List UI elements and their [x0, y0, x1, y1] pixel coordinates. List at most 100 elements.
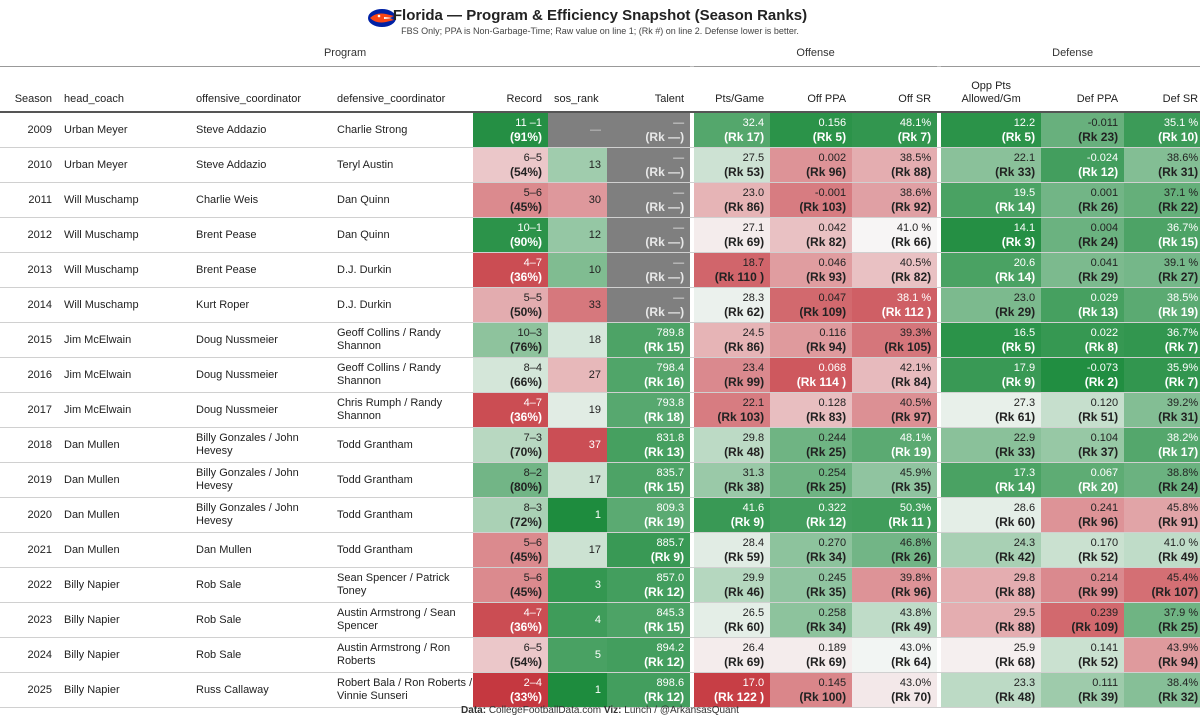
table-row: 2022 Billy Napier Rob Sale Sean Spencer / P… [0, 567, 1200, 603]
def-sr-cell-rank: (Rk 10) [1158, 130, 1199, 144]
off-ppa-cell-rank: (Rk 5) [812, 130, 847, 144]
off-ppa-cell-rank: (Rk 35) [806, 585, 847, 599]
off-ppa-cell-rank: (Rk 82) [806, 235, 847, 249]
off-sr-cell-rank: (Rk 35) [891, 480, 932, 494]
def-ppa-cell: -0.024 (Rk 12) [1041, 147, 1125, 183]
pts-cell-value: 23.0 [742, 187, 765, 199]
pts-cell-rank: (Rk 69) [724, 655, 765, 669]
offensive-coordinator-cell: Russ Callaway [190, 672, 331, 708]
season-cell: 2014 [0, 287, 58, 323]
season-cell: 2025 [0, 672, 58, 708]
head-coach-cell: Billy Napier [58, 567, 190, 603]
def-ppa-cell-rank: (Rk 13) [1078, 305, 1119, 319]
off-ppa-cell-rank: (Rk 25) [806, 445, 847, 459]
talent-cell-rank: (Rk —) [645, 165, 685, 179]
head-coach-cell: Will Muschamp [58, 287, 190, 323]
page-title: Florida — Program & Efficiency Snapshot … [392, 7, 808, 24]
off-sr-cell: 38.5% (Rk 88) [852, 147, 938, 183]
off-ppa-cell: 0.046 (Rk 93) [770, 252, 853, 288]
def-sr-cell-rank: (Rk 19) [1158, 305, 1199, 319]
col-sos-rank: sos_rank [548, 66, 607, 113]
def-sr-cell: 39.2% (Rk 31) [1124, 392, 1200, 428]
opp-pts-cell-value: 28.6 [1013, 502, 1036, 514]
pts-cell-rank: (Rk 62) [724, 305, 765, 319]
head-coach-cell: Dan Mullen [58, 532, 190, 568]
col-off-sr: Off SR [852, 66, 938, 113]
def-sr-cell-rank: (Rk 94) [1158, 655, 1199, 669]
def-sr-cell-value: 38.2% [1166, 432, 1199, 444]
record-cell-value: 5–5 [523, 292, 542, 304]
def-sr-cell-value: 45.8% [1166, 502, 1199, 514]
record-cell: 5–5 (50%) [473, 287, 548, 323]
table-row: 2011 Will Muschamp Charlie Weis Dan Quinn 5–… [0, 182, 1200, 218]
def-sr-cell-value: 39.1 % [1163, 257, 1199, 269]
record-cell-rank: (70%) [509, 445, 542, 459]
def-sr-cell-value: 39.2% [1166, 397, 1199, 409]
record-cell-value: 6–5 [523, 152, 542, 164]
record-cell: 5–6 (45%) [473, 567, 548, 603]
def-sr-cell-rank: (Rk 25) [1158, 620, 1199, 634]
off-sr-cell-rank: (Rk 82) [891, 270, 932, 284]
opp-pts-cell: 27.3 (Rk 61) [941, 392, 1042, 428]
season-cell: 2012 [0, 217, 58, 253]
off-sr-cell: 48.1% (Rk 7) [852, 112, 938, 148]
def-sr-cell: 38.8% (Rk 24) [1124, 462, 1200, 498]
off-ppa-cell-value: 0.145 [818, 677, 847, 689]
pts-cell-rank: (Rk 48) [724, 445, 765, 459]
def-sr-cell-rank: (Rk 91) [1158, 515, 1199, 529]
off-sr-cell-value: 43.0% [899, 677, 932, 689]
pts-cell-value: 28.4 [742, 537, 765, 549]
pts-cell-value: 18.7 [742, 257, 765, 269]
pts-cell-value: 17.0 [742, 677, 765, 689]
sos-rank-cell: 1 [548, 672, 607, 708]
off-ppa-cell-value: 0.245 [818, 572, 847, 584]
def-ppa-cell-rank: (Rk 99) [1078, 585, 1119, 599]
pts-cell: 23.0 (Rk 86) [694, 182, 771, 218]
def-sr-cell: 37.1 % (Rk 22) [1124, 182, 1200, 218]
talent-cell-rank: (Rk 12) [644, 690, 685, 704]
def-ppa-cell-value: 0.001 [1090, 187, 1119, 199]
record-cell-rank: (45%) [509, 550, 542, 564]
pts-cell: 29.8 (Rk 48) [694, 427, 771, 463]
pts-cell: 24.5 (Rk 86) [694, 322, 771, 358]
talent-cell-rank: (Rk 19) [644, 515, 685, 529]
opp-pts-cell: 22.1 (Rk 33) [941, 147, 1042, 183]
opp-pts-cell: 17.3 (Rk 14) [941, 462, 1042, 498]
opp-pts-cell-rank: (Rk 14) [995, 200, 1036, 214]
record-cell: 6–5 (54%) [473, 147, 548, 183]
def-ppa-cell: 0.104 (Rk 37) [1041, 427, 1125, 463]
opp-pts-cell-value: 29.5 [1013, 607, 1036, 619]
season-cell: 2011 [0, 182, 58, 218]
talent-cell: 894.2 (Rk 12) [607, 637, 691, 673]
defensive-coordinator-cell: Chris Rumph / Randy Shannon [331, 392, 473, 428]
def-sr-cell-value: 41.0 % [1163, 537, 1199, 549]
col-def-sr: Def SR [1124, 66, 1200, 113]
off-ppa-cell: 0.068 (Rk 114 ) [770, 357, 853, 393]
record-cell-rank: (80%) [509, 480, 542, 494]
off-sr-cell-value: 39.3% [899, 327, 932, 339]
head-coach-cell: Jim McElwain [58, 392, 190, 428]
def-sr-cell-rank: (Rk 15) [1158, 235, 1199, 249]
off-sr-cell-rank: (Rk 96) [891, 585, 932, 599]
record-cell-rank: (36%) [509, 620, 542, 634]
opp-pts-cell-value: 17.3 [1013, 467, 1036, 479]
off-sr-cell-rank: (Rk 105) [884, 340, 932, 354]
defensive-coordinator-cell: Sean Spencer / Patrick Toney [331, 567, 473, 603]
def-ppa-cell: 0.120 (Rk 51) [1041, 392, 1125, 428]
pts-cell-value: 26.5 [742, 607, 765, 619]
pts-cell: 27.5 (Rk 53) [694, 147, 771, 183]
opp-pts-cell: 28.6 (Rk 60) [941, 497, 1042, 533]
pts-cell-value: 29.8 [742, 432, 765, 444]
off-sr-cell-value: 48.1% [899, 117, 932, 129]
pts-cell-rank: (Rk 17) [724, 130, 765, 144]
def-sr-cell-value: 38.8% [1166, 467, 1199, 479]
col-defensive-coordinator: defensive_coordinator [331, 66, 473, 113]
def-ppa-cell-value: 0.111 [1092, 677, 1119, 689]
def-ppa-cell: 0.001 (Rk 26) [1041, 182, 1125, 218]
footer-data-label: Data: [461, 705, 487, 716]
off-sr-cell-value: 50.3% [899, 502, 932, 514]
footer-viz-label: Viz: [603, 705, 622, 716]
col-season: Season [0, 66, 58, 113]
season-cell: 2017 [0, 392, 58, 428]
opp-pts-cell-value: 27.3 [1013, 397, 1036, 409]
